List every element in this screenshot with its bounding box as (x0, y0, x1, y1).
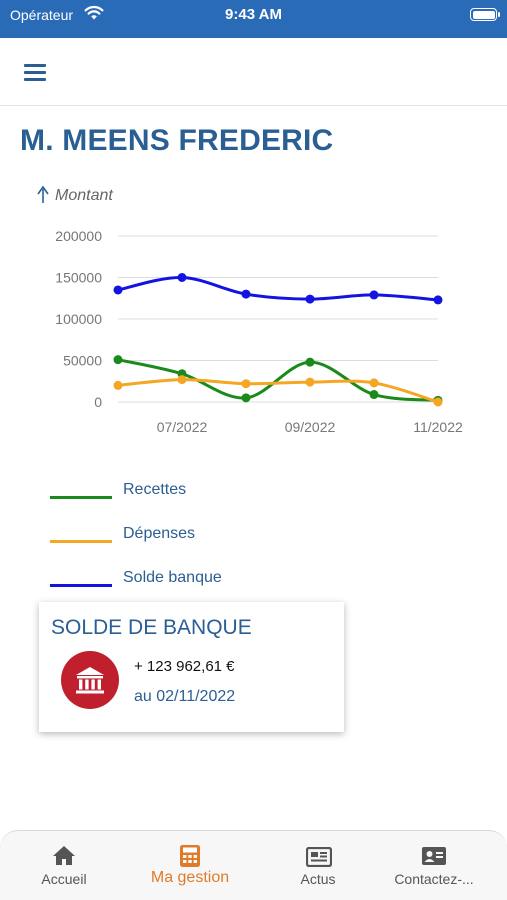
chart-legend: Recettes Dépenses Solde banque (50, 476, 350, 608)
legend-swatch-recettes (50, 496, 112, 499)
legend-swatch-solde (50, 584, 112, 587)
status-bar: Opérateur 9:43 AM (0, 0, 507, 38)
data-point-solde-banque[interactable] (113, 285, 123, 295)
clock: 9:43 AM (225, 6, 282, 23)
tab-accueil[interactable]: Accueil (14, 831, 114, 900)
data-point-solde-banque[interactable] (177, 273, 187, 282)
legend-label-recettes: Recettes (123, 481, 187, 498)
data-point-depenses[interactable] (113, 380, 123, 390)
home-icon (53, 846, 75, 865)
tab-label-actus: Actus (300, 871, 336, 887)
x-tick-label: 11/2022 (413, 419, 463, 435)
y-tick-label: 0 (94, 394, 102, 410)
legend-label-depenses: Dépenses (123, 525, 196, 542)
x-tick-label: 09/2022 (285, 419, 336, 435)
series-line-recettes (117, 358, 439, 402)
tab-ma-gestion[interactable]: Ma gestion (140, 831, 240, 900)
tab-label-contactez: Contactez-... (394, 871, 474, 887)
contact-card-icon (422, 847, 446, 865)
data-point-depenses[interactable] (369, 378, 379, 388)
card-title: SOLDE DE BANQUE (51, 616, 252, 639)
battery-icon (470, 8, 500, 21)
series-line-solde-banque (117, 275, 439, 302)
carrier-name: Opérateur (10, 7, 74, 23)
legend-item-recettes: Recettes (50, 476, 350, 520)
y-tick-label: 150000 (55, 270, 102, 286)
newspaper-icon (306, 847, 332, 867)
bottom-tab-bar: Accueil Ma gestion Actus (0, 830, 507, 900)
data-point-recettes[interactable] (113, 355, 123, 365)
x-tick-label: 07/2022 (157, 419, 208, 435)
hamburger-menu-icon[interactable] (24, 64, 46, 81)
legend-label-solde: Solde banque (123, 569, 222, 586)
page-title: M. MEENS FREDERIC (20, 124, 334, 157)
bank-icon (76, 667, 104, 694)
legend-swatch-depenses (50, 540, 112, 543)
y-tick-label: 50000 (63, 353, 102, 369)
data-point-recettes[interactable] (369, 390, 379, 400)
bank-balance-card[interactable]: SOLDE DE BANQUE + 123 962,61 € au 02/11/… (39, 602, 344, 732)
chart-grid (118, 235, 438, 403)
chart-ticks: 200000 150000 100000 50000 0 07/2022 09/2022 11… (55, 228, 463, 435)
tab-contactez[interactable]: Contactez-... (384, 831, 484, 900)
data-point-solde-banque[interactable] (433, 295, 443, 305)
y-tick-label: 100000 (55, 311, 102, 327)
bank-badge (61, 651, 119, 709)
line-chart: 200000 150000 100000 50000 0 07/2022 09/2022 11… (0, 176, 507, 456)
chart-axis-title: Montant (37, 185, 113, 204)
tab-actus[interactable]: Actus (268, 831, 368, 900)
tab-label-accueil: Accueil (41, 871, 87, 887)
data-point-solde-banque[interactable] (369, 290, 379, 300)
data-point-recettes[interactable] (241, 393, 251, 403)
data-point-recettes[interactable] (305, 357, 315, 367)
wifi-icon (84, 5, 104, 20)
data-point-solde-banque[interactable] (305, 294, 315, 304)
data-point-depenses[interactable] (177, 375, 187, 385)
data-point-depenses[interactable] (433, 397, 443, 407)
calculator-icon (180, 845, 200, 867)
data-point-depenses[interactable] (305, 377, 315, 387)
y-axis-arrowhead (37, 185, 49, 195)
chart-svg: 200000 150000 100000 50000 0 07/2022 09/2022 11… (37, 185, 463, 435)
top-bar (0, 38, 507, 106)
balance-amount: + 123 962,61 € (134, 658, 235, 675)
y-axis-label: Montant (55, 187, 113, 204)
data-point-depenses[interactable] (241, 379, 251, 389)
balance-date: au 02/11/2022 (134, 688, 236, 705)
tab-label-ma-gestion: Ma gestion (150, 869, 230, 886)
series-line-depenses (117, 378, 439, 404)
y-tick-label: 200000 (55, 228, 102, 244)
legend-item-solde: Solde banque (50, 564, 350, 608)
legend-item-depenses: Dépenses (50, 520, 350, 564)
chart-series (113, 273, 443, 407)
data-point-solde-banque[interactable] (241, 289, 251, 299)
